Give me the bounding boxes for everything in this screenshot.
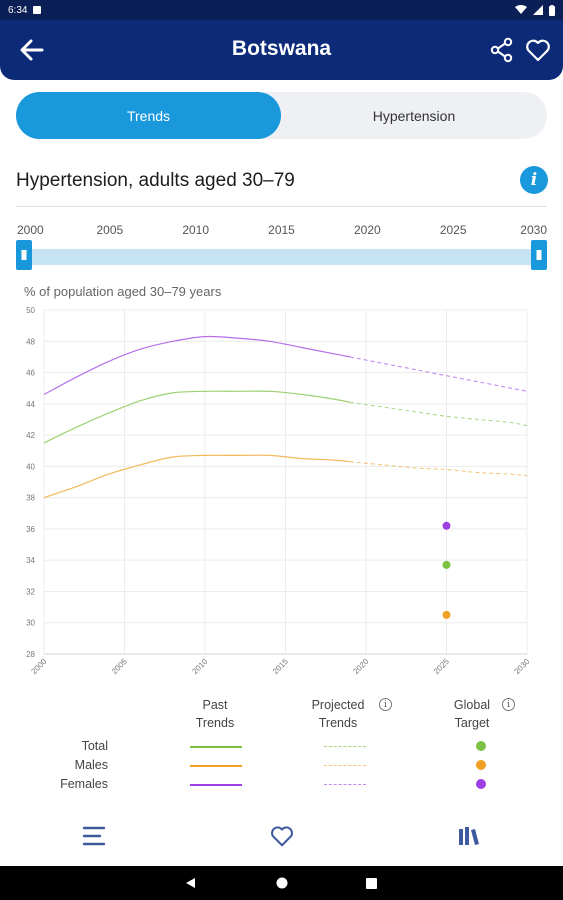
legend-header-past-line1: Past [202,698,228,712]
bottom-navigation [0,808,563,866]
series-females-projected-line [349,356,528,392]
status-bar: 6:34 [0,0,563,20]
x-tick-label: 2015 [271,657,290,676]
legend-total-target-dot [476,741,486,751]
library-books-icon[interactable] [457,825,481,847]
legend-males-target-dot [476,760,486,770]
series-females-target-point [442,521,451,530]
slider-tick-label: 2030 [520,223,547,237]
legend-header-past: Past Trends [175,696,255,732]
notification-icon [33,6,42,14]
slider-tick-label: 2000 [17,223,44,237]
share-icon[interactable] [488,36,516,64]
legend-header-projected: Projected Trends [298,696,378,732]
menu-icon[interactable] [82,825,106,847]
legend-males-projected-line [324,765,366,766]
tab-bar: Trends Hypertension [16,92,547,139]
slider-end-grip [536,250,542,260]
legend-header-projected-line2: Trends [318,716,358,730]
hypertension-trend-chart: % of population aged 30–79 years 28 30 32 34… [24,284,532,676]
target-info-icon[interactable]: i [502,698,515,711]
signal-icon [533,5,543,15]
series-total-projected-line [349,401,528,427]
favorites-heart-icon[interactable] [269,824,295,848]
series-total-past-line [43,390,351,444]
y-tick-label: 50 [26,306,35,315]
slider-start-grip [21,250,27,260]
system-navigation-bar [0,866,563,900]
legend-row-total: Total [81,739,108,753]
wifi-icon [515,5,527,14]
x-tick-label: 2005 [110,657,129,676]
x-tick-label: 2030 [512,657,531,676]
legend-females-projected-line [324,784,366,785]
y-tick-label: 28 [26,650,35,659]
y-tick-label: 32 [26,587,35,596]
tab-trends[interactable]: Trends [16,92,281,139]
slider-track [24,249,539,265]
legend-total-projected-line [324,746,366,747]
y-tick-label: 48 [26,337,35,346]
back-arrow-icon[interactable] [16,34,48,66]
y-tick-label: 38 [26,494,35,503]
nav-recents-icon[interactable] [366,878,377,889]
y-tick-label: 44 [26,400,35,409]
y-tick-label: 42 [26,431,35,440]
section-title: Hypertension, adults aged 30–79 [16,170,295,191]
year-range-slider[interactable]: 2000 2005 2010 2015 2020 2025 2030 [0,218,563,273]
x-tick-label: 2000 [29,657,48,676]
y-tick-label: 34 [26,556,35,565]
legend-row-females: Females [60,777,108,791]
y-tick-label: 30 [26,619,35,628]
y-tick-label: 46 [26,369,35,378]
legend-header-target: Global Target [432,696,512,732]
app-bar: Botswana [0,20,563,80]
legend-header-past-line2: Trends [195,716,235,730]
page-title: Botswana [231,37,332,60]
nav-home-icon[interactable] [276,877,288,889]
y-tick-label: 40 [26,462,35,471]
info-icon[interactable]: i [520,166,548,194]
series-males-past-line [43,454,350,499]
tab-hypertension[interactable]: Hypertension [372,107,456,124]
x-tick-label: 2020 [351,657,370,676]
slider-tick-label: 2015 [268,223,295,237]
y-axis-label: % of population aged 30–79 years [24,284,222,299]
series-males-projected-line [349,461,528,477]
legend-header-target-line1: Global [453,698,491,712]
chart-legend: Past Trends Projected Trends i Global Ta… [0,696,563,806]
legend-row-males: Males [74,758,108,772]
favorite-heart-icon[interactable] [524,36,552,64]
slider-tick-label: 2025 [440,223,467,237]
status-time: 6:34 [8,4,28,16]
y-tick-label: 36 [26,525,35,534]
slider-tick-label: 2020 [354,223,381,237]
legend-total-past-line [190,746,242,748]
x-tick-label: 2010 [190,657,209,676]
series-total-target-point [442,560,451,569]
series-females-past-line [43,335,351,395]
legend-females-target-dot [476,779,486,789]
legend-males-past-line [190,765,242,767]
divider [16,206,547,207]
legend-header-projected-line1: Projected [311,698,365,712]
legend-header-target-line2: Target [454,716,490,730]
projected-info-icon[interactable]: i [379,698,392,711]
x-tick-label: 2025 [432,657,451,676]
slider-tick-label: 2005 [96,223,123,237]
slider-tick-label: 2010 [182,223,209,237]
series-males-target-point [442,610,451,619]
battery-icon [549,4,555,16]
legend-females-past-line [190,784,242,786]
nav-back-icon[interactable] [184,877,196,889]
